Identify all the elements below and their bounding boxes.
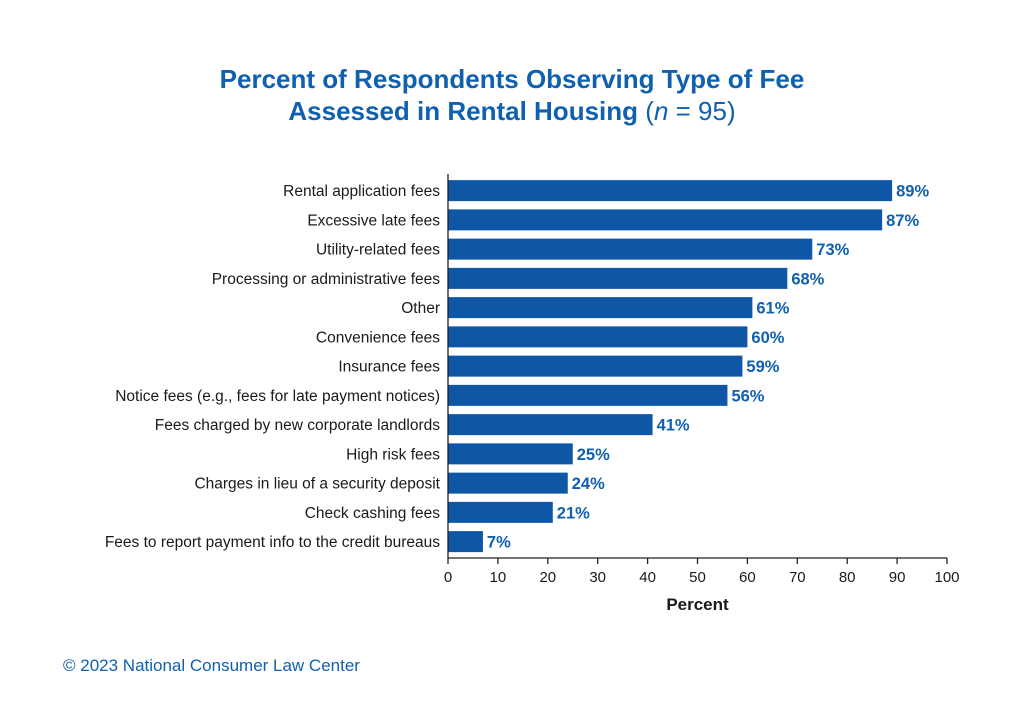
category-label: Check cashing fees [305,505,441,522]
chart-title-line2: Assessed in Rental Housing (n = 95) [0,95,1024,127]
category-label: High risk fees [346,446,440,463]
x-tick-label: 10 [490,569,507,586]
bar [448,238,813,260]
category-label: Charges in lieu of a security deposit [194,476,440,493]
x-tick-label: 60 [739,569,756,586]
chart-title-line2-main: Assessed in Rental Housing [288,96,639,126]
bar [448,443,573,465]
data-label: 7% [487,534,511,552]
x-tick-label: 40 [639,569,656,586]
bar-chart: Rental application fees 89% Excessive late… [105,174,960,614]
bar [448,414,653,436]
chart-title: Percent of Respondents Observing Type of… [0,63,1024,127]
data-label: 21% [557,504,590,522]
data-label: 68% [791,270,824,288]
bar [448,180,893,202]
x-tick-label: 50 [689,569,706,586]
data-label: 61% [756,300,789,318]
data-label: 73% [816,241,849,259]
sample-size: (n = 95) [645,96,735,126]
bar [448,472,568,494]
category-label: Utility-related fees [316,242,440,259]
category-label: Convenience fees [316,329,440,346]
x-tick-label: 100 [934,569,959,586]
x-tick-label: 80 [839,569,856,586]
bar [448,297,753,319]
x-tick-label: 20 [539,569,556,586]
sample-size-rest: = 95) [668,96,736,126]
category-label: Fees charged by new corporate landlords [155,417,440,434]
x-tick-label: 90 [889,569,906,586]
data-label: 87% [886,212,919,230]
category-label: Excessive late fees [307,212,440,229]
bar [448,501,553,523]
bar [448,531,483,553]
x-tick-label: 70 [789,569,806,586]
x-axis-label: Percent [666,595,729,614]
category-label: Rental application fees [283,183,440,200]
sample-size-open: ( [645,96,654,126]
x-tick-label: 0 [444,569,452,586]
data-label: 25% [577,446,610,464]
data-label: 59% [746,358,779,376]
chart-title-line1: Percent of Respondents Observing Type of… [219,64,805,94]
data-label: 60% [751,329,784,347]
category-label: Other [401,300,440,317]
data-label: 89% [896,183,929,201]
category-label: Insurance fees [338,359,440,376]
bar [448,267,788,289]
data-label: 41% [657,417,690,435]
data-label: 56% [731,387,764,405]
data-label: 24% [572,475,605,493]
category-label: Processing or administrative fees [212,271,441,288]
category-label: Notice fees (e.g., fees for late payment… [115,388,440,405]
bar [448,355,743,377]
category-label: Fees to report payment info to the credi… [105,534,440,551]
x-tick-label: 30 [589,569,606,586]
bar [448,326,748,348]
bar [448,209,883,231]
bar [448,384,728,406]
copyright-footer: © 2023 National Consumer Law Center [63,656,360,675]
sample-size-var: n [653,96,669,126]
